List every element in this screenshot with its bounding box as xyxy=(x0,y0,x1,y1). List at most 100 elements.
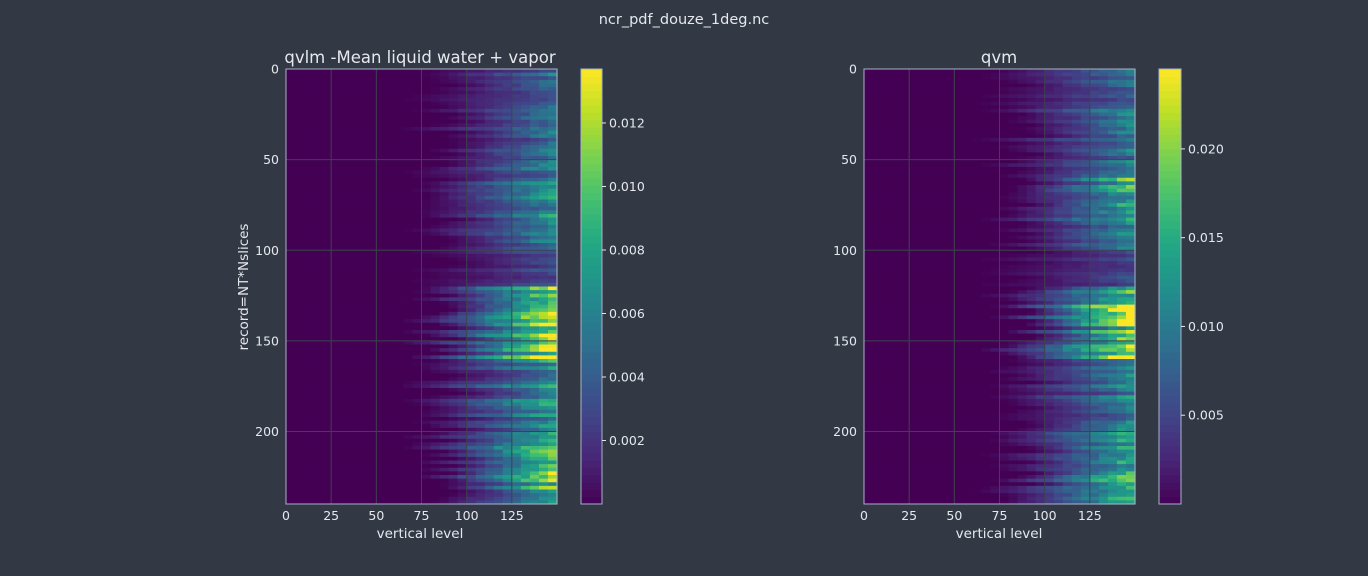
heatmap-cell xyxy=(972,90,983,95)
heatmap-cell xyxy=(367,221,377,226)
heatmap-cell xyxy=(484,261,495,266)
heatmap-cell xyxy=(529,279,540,284)
heatmap-cell xyxy=(358,127,368,132)
heatmap-cell xyxy=(936,174,946,179)
heatmap-cell xyxy=(493,152,504,157)
heatmap-cell xyxy=(1107,206,1118,211)
heatmap-cell xyxy=(990,119,1001,124)
heatmap-cell xyxy=(1116,90,1127,95)
heatmap-cell xyxy=(1044,217,1055,222)
heatmap-cell xyxy=(295,264,305,269)
heatmap-cell xyxy=(376,478,386,483)
heatmap-cell xyxy=(286,391,296,396)
heatmap-cell xyxy=(1044,101,1055,106)
heatmap-cell xyxy=(358,496,368,501)
heatmap-cell xyxy=(1071,206,1082,211)
heatmap-cell xyxy=(1044,170,1055,175)
heatmap-cell xyxy=(340,185,350,190)
heatmap-cell xyxy=(1062,90,1073,95)
heatmap-cell xyxy=(502,264,513,269)
heatmap-cell xyxy=(511,235,522,240)
heatmap-cell xyxy=(954,210,964,215)
heatmap-cell xyxy=(313,301,323,306)
colorbar-segment xyxy=(581,286,602,295)
heatmap-cell xyxy=(466,272,477,277)
heatmap-cell xyxy=(891,163,901,168)
heatmap-cell xyxy=(1089,79,1100,85)
heatmap-cell xyxy=(466,170,477,175)
heatmap-cell xyxy=(1017,108,1028,114)
heatmap-cell xyxy=(1098,206,1109,211)
heatmap-cell xyxy=(331,417,341,422)
heatmap-cell xyxy=(990,134,1001,139)
heatmap-cell xyxy=(529,297,540,302)
heatmap-cell xyxy=(990,112,1001,117)
heatmap-cell xyxy=(304,261,314,266)
heatmap-cell xyxy=(1035,166,1046,172)
heatmap-cell xyxy=(457,373,468,378)
heatmap-cell xyxy=(918,116,928,121)
heatmap-cell xyxy=(322,398,332,404)
heatmap-cell xyxy=(412,206,423,211)
heatmap-cell xyxy=(457,166,468,172)
heatmap-cell xyxy=(1098,130,1109,135)
heatmap-cell xyxy=(349,482,359,487)
heatmap-cell xyxy=(385,388,395,393)
heatmap-cell xyxy=(520,348,531,353)
heatmap-cell xyxy=(972,98,983,103)
heatmap-cell xyxy=(1089,203,1100,208)
heatmap-cell xyxy=(1125,119,1136,124)
heatmap-cell xyxy=(394,134,405,139)
heatmap-cell xyxy=(421,420,432,425)
heatmap-cell xyxy=(502,123,513,128)
heatmap-cell xyxy=(448,137,459,143)
heatmap-cell xyxy=(1053,105,1064,110)
heatmap-cell xyxy=(295,456,305,462)
heatmap-cell xyxy=(322,315,332,320)
heatmap-cell xyxy=(520,119,531,124)
heatmap-cell xyxy=(412,83,423,88)
heatmap-cell xyxy=(457,134,468,139)
heatmap-cell xyxy=(1089,98,1100,103)
heatmap-cell xyxy=(448,489,459,494)
heatmap-cell xyxy=(358,467,368,472)
heatmap-cell xyxy=(394,359,405,364)
heatmap-cell xyxy=(286,398,296,404)
heatmap-cell xyxy=(349,344,359,349)
heatmap-cell xyxy=(882,192,892,197)
heatmap-cell xyxy=(430,471,441,476)
heatmap-cell xyxy=(385,460,395,465)
heatmap-cell xyxy=(547,286,558,291)
heatmap-cell xyxy=(466,232,477,237)
heatmap-cell xyxy=(439,485,450,491)
heatmap-cell xyxy=(412,482,423,487)
heatmap-cell xyxy=(331,239,341,244)
heatmap-cell xyxy=(430,409,441,414)
heatmap-cell xyxy=(313,493,323,498)
heatmap-cell xyxy=(891,134,901,139)
heatmap-cell xyxy=(376,221,386,226)
heatmap-cell xyxy=(367,322,377,327)
heatmap-cell xyxy=(511,116,522,121)
heatmap-cell xyxy=(1026,112,1037,117)
heatmap-cell xyxy=(403,221,414,226)
heatmap-cell xyxy=(520,94,531,99)
heatmap-cell xyxy=(484,221,495,226)
heatmap-cell xyxy=(1035,105,1046,110)
heatmap-cell xyxy=(430,275,441,280)
heatmap-cell xyxy=(502,442,513,447)
heatmap-cell xyxy=(376,337,386,342)
heatmap-cell xyxy=(882,108,892,114)
heatmap-cell xyxy=(457,119,468,124)
heatmap-cell xyxy=(1008,87,1019,92)
heatmap-cell xyxy=(313,489,323,494)
heatmap-cell xyxy=(349,333,359,338)
heatmap-cell xyxy=(286,304,296,309)
heatmap-cell xyxy=(331,105,341,110)
heatmap-cell xyxy=(475,79,486,85)
heatmap-cell xyxy=(502,217,513,222)
heatmap-cell xyxy=(954,221,964,226)
heatmap-cell xyxy=(394,424,405,429)
heatmap-cell xyxy=(313,279,323,284)
heatmap-cell xyxy=(1107,210,1118,215)
